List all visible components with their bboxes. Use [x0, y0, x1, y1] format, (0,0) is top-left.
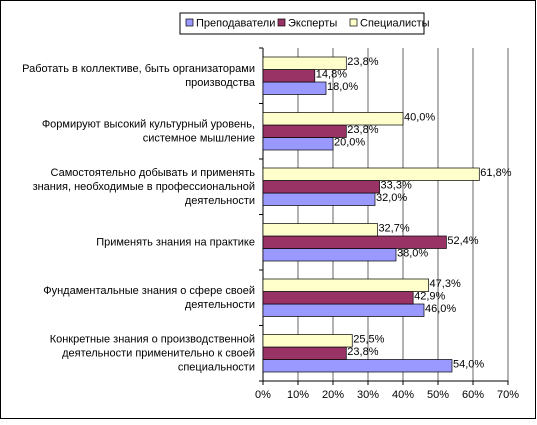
bar	[262, 56, 347, 70]
legend-label: Специалисты	[360, 17, 430, 29]
value-label: 23,8%	[347, 124, 378, 136]
category-label: Формируют высокий культурный уровень, сис…	[42, 118, 255, 144]
x-tick-label: 40%	[392, 389, 414, 401]
x-tick-label: 50%	[427, 389, 449, 401]
category-label: Самостоятельно добывать и применять знани…	[33, 167, 256, 207]
x-tick-label: 60%	[462, 389, 484, 401]
legend-swatch	[277, 18, 286, 27]
value-label: 47,3%	[430, 278, 461, 290]
value-label: 52,4%	[447, 235, 478, 247]
x-tick-label: 0%	[255, 389, 271, 401]
value-label: 25,5%	[353, 334, 384, 346]
category-label: Фундаментальные знания о сфере своей деят…	[43, 285, 255, 311]
bar	[262, 81, 327, 95]
bar	[262, 278, 429, 292]
value-label: 42,9%	[414, 291, 445, 303]
bar	[262, 346, 347, 360]
legend-label: Преподаватели	[196, 17, 275, 29]
bar	[262, 359, 453, 373]
x-tick-label: 30%	[357, 389, 379, 401]
bar	[262, 223, 378, 237]
legend-label: Эксперты	[288, 17, 337, 29]
value-label: 23,8%	[347, 346, 378, 358]
legend-box	[179, 12, 425, 35]
value-label: 38,0%	[397, 248, 428, 260]
bar	[262, 180, 380, 194]
x-tick-label: 20%	[322, 389, 344, 401]
category-label: Работать в коллективе, быть организатора…	[22, 63, 256, 89]
value-label: 23,8%	[347, 56, 378, 68]
value-label: 54,0%	[453, 359, 484, 371]
bar	[262, 124, 347, 138]
bar	[262, 334, 353, 348]
bar	[262, 167, 480, 181]
bar	[262, 69, 316, 83]
value-label: 32,0%	[376, 192, 407, 204]
value-label: 18,0%	[327, 81, 358, 93]
bar	[262, 248, 397, 262]
bar	[262, 291, 414, 305]
bar	[262, 137, 334, 151]
bar	[262, 192, 376, 206]
bar	[262, 235, 447, 249]
value-label: 32,7%	[378, 223, 409, 235]
value-label: 40,0%	[404, 112, 435, 124]
x-tick-label: 10%	[287, 389, 309, 401]
legend-swatch	[185, 18, 194, 27]
value-label: 33,3%	[381, 180, 412, 192]
category-label: Конкретные знания о производственной деят…	[50, 333, 255, 373]
value-label: 20,0%	[334, 137, 365, 149]
category-label: Применять знания на практике	[96, 236, 255, 248]
bar	[262, 112, 404, 126]
x-tick-label: 70%	[497, 389, 519, 401]
value-label: 14,8%	[316, 69, 347, 81]
bar	[262, 303, 425, 317]
legend-swatch	[349, 18, 358, 27]
value-label: 46,0%	[425, 303, 456, 315]
value-label: 61,8%	[480, 167, 511, 179]
